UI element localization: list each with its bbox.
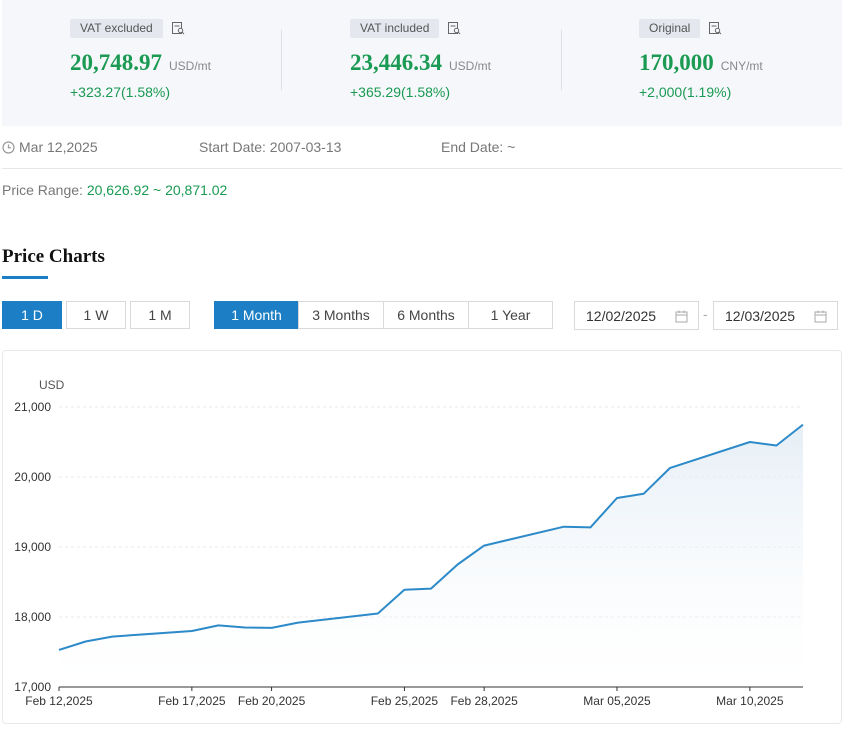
x-tick-label: Mar 05,2025 [583, 694, 651, 708]
price-range-label: Price Range: [2, 182, 83, 198]
divider [2, 168, 842, 169]
price-unit: USD/mt [169, 59, 211, 73]
price-card-original: Original 170,000 CNY/mt +2,000(1.19%) [639, 18, 763, 100]
x-tick-label: Feb 28,2025 [450, 694, 518, 708]
price-line-chart[interactable]: USD 17,000 18,000 19,000 20,000 21,000 Feb 12,… [3, 351, 841, 723]
price-change: +323.27(1.58%) [70, 84, 171, 100]
calendar-icon [814, 310, 827, 323]
section-title: Price Charts [2, 246, 105, 267]
price-change: +365.29(1.58%) [350, 84, 451, 100]
price-card-vat-included: VAT included 23,446.34 USD/mt +365.29(1.… [350, 18, 491, 100]
start-date-value: 12/02/2025 [586, 307, 657, 324]
price-date: Mar 12,2025 [2, 139, 98, 155]
x-tick-label: Feb 12,2025 [25, 694, 93, 708]
period-button-group: 1 Month 3 Months 6 Months 1 Year [214, 301, 553, 329]
start-date-input[interactable]: 12/02/2025 [574, 301, 699, 330]
vat-included-price: 23,446.34 [350, 50, 442, 75]
copy-icon[interactable] [708, 21, 722, 35]
x-tick-label: Mar 10,2025 [716, 694, 784, 708]
original-price: 170,000 [639, 50, 714, 75]
price-range: Price Range: 20,626.92 ~ 20,871.02 [2, 182, 227, 198]
original-tag: Original [639, 18, 701, 38]
start-date: Start Date: 2007-03-13 [199, 139, 342, 155]
vat-included-tag: VAT included [350, 18, 440, 38]
y-tick-label: 19,000 [14, 540, 51, 554]
price-change: +2,000(1.19%) [639, 84, 732, 100]
copy-icon[interactable] [171, 21, 185, 35]
price-info-row: Mar 12,2025 Start Date: 2007-03-13 End D… [2, 139, 842, 155]
y-tick-label: 18,000 [14, 610, 51, 624]
interval-button-1w[interactable]: 1 W [66, 301, 126, 329]
interval-button-1d[interactable]: 1 D [2, 301, 62, 329]
price-summary-panel: VAT excluded 20,748.97 USD/mt +323.27(1.… [2, 0, 842, 126]
divider [561, 30, 562, 90]
price-unit: USD/mt [449, 59, 491, 73]
y-tick-label: 21,000 [14, 400, 51, 414]
period-button-1-month[interactable]: 1 Month [214, 301, 299, 329]
interval-button-1m[interactable]: 1 M [130, 301, 190, 329]
vat-excluded-tag: VAT excluded [70, 18, 163, 38]
price-chart-container: USD 17,000 18,000 19,000 20,000 21,000 Feb 12,… [2, 350, 842, 724]
x-tick-label: Feb 20,2025 [238, 694, 306, 708]
price-area-fill [59, 424, 803, 687]
price-range-value: 20,626.92 ~ 20,871.02 [86, 182, 228, 198]
price-card-vat-excluded: VAT excluded 20,748.97 USD/mt +323.27(1.… [70, 18, 211, 100]
period-button-1-year[interactable]: 1 Year [468, 301, 553, 329]
end-date: End Date: ~ [441, 139, 516, 155]
x-tick-label: Feb 17,2025 [158, 694, 226, 708]
y-tick-label: 17,000 [14, 680, 51, 694]
price-unit: CNY/mt [720, 59, 763, 73]
title-underline [2, 276, 48, 279]
end-date-input[interactable]: 12/03/2025 [713, 301, 838, 330]
price-date-text: Mar 12,2025 [19, 139, 98, 155]
clock-icon [2, 140, 15, 154]
period-button-3-months[interactable]: 3 Months [298, 301, 384, 329]
date-range-separator: - [703, 306, 708, 322]
calendar-icon [675, 310, 688, 323]
interval-button-group: 1 D 1 W 1 M [2, 301, 194, 329]
period-button-6-months[interactable]: 6 Months [383, 301, 469, 329]
copy-icon[interactable] [447, 21, 461, 35]
y-axis-label: USD [39, 378, 65, 392]
end-date-value: 12/03/2025 [725, 307, 796, 324]
divider [281, 30, 282, 90]
x-tick-label: Feb 25,2025 [371, 694, 439, 708]
vat-excluded-price: 20,748.97 [70, 50, 162, 75]
y-tick-label: 20,000 [14, 470, 51, 484]
